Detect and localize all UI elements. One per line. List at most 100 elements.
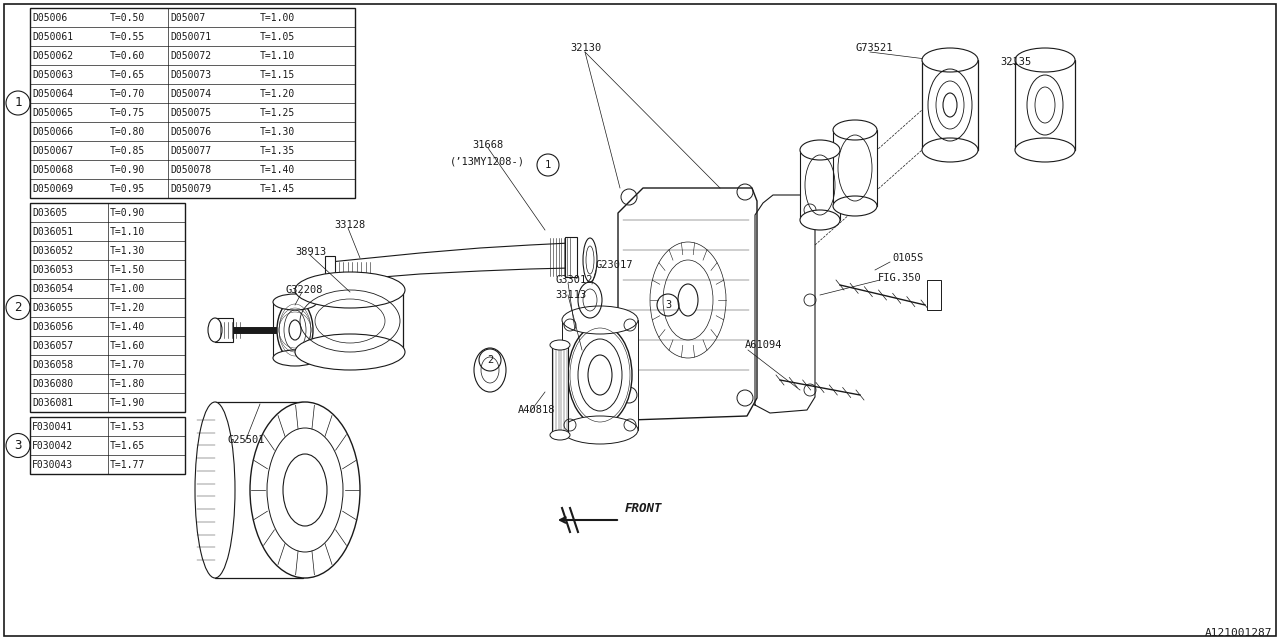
Text: T=1.10: T=1.10 [260, 51, 296, 61]
Text: 2: 2 [14, 301, 22, 314]
Text: T=1.53: T=1.53 [110, 422, 145, 433]
Text: D050066: D050066 [32, 127, 73, 138]
Text: A61094: A61094 [745, 340, 782, 350]
Ellipse shape [289, 320, 301, 340]
Text: 0105S: 0105S [892, 253, 923, 263]
Ellipse shape [562, 306, 637, 334]
Text: 32135: 32135 [1000, 57, 1032, 67]
Ellipse shape [800, 210, 840, 230]
Text: D036056: D036056 [32, 323, 73, 332]
Ellipse shape [568, 325, 632, 425]
Text: T=1.70: T=1.70 [110, 360, 145, 371]
Ellipse shape [284, 310, 306, 350]
Ellipse shape [833, 120, 877, 140]
Bar [927, 280, 941, 310]
Ellipse shape [588, 355, 612, 395]
Ellipse shape [922, 138, 978, 162]
Ellipse shape [276, 300, 314, 360]
Ellipse shape [294, 272, 404, 308]
Bar [800, 150, 840, 220]
Text: G33012: G33012 [556, 275, 593, 285]
Ellipse shape [582, 238, 596, 282]
Text: D050073: D050073 [170, 70, 211, 81]
Bar [273, 302, 317, 358]
Ellipse shape [678, 284, 698, 316]
Text: D050068: D050068 [32, 166, 73, 175]
Polygon shape [755, 195, 815, 413]
Text: D05006: D05006 [32, 13, 68, 24]
Text: T=1.25: T=1.25 [260, 108, 296, 118]
Text: A40818: A40818 [518, 405, 556, 415]
Text: D036080: D036080 [32, 380, 73, 390]
Text: T=0.65: T=0.65 [110, 70, 145, 81]
Bar [564, 237, 577, 277]
Text: FIG.350: FIG.350 [878, 273, 922, 283]
Text: T=0.50: T=0.50 [110, 13, 145, 24]
Text: D036052: D036052 [32, 246, 73, 257]
Bar [922, 60, 978, 150]
Text: T=1.20: T=1.20 [260, 90, 296, 99]
Text: T=1.00: T=1.00 [260, 13, 296, 24]
Text: 33113: 33113 [556, 290, 586, 300]
Ellipse shape [474, 348, 506, 392]
Text: D050069: D050069 [32, 184, 73, 195]
Text: T=1.00: T=1.00 [110, 284, 145, 294]
Text: 3: 3 [14, 439, 22, 452]
Ellipse shape [273, 350, 317, 366]
Bar [215, 402, 303, 578]
Bar [833, 130, 877, 206]
Bar [325, 256, 335, 288]
Text: T=1.50: T=1.50 [110, 266, 145, 275]
Ellipse shape [207, 318, 221, 342]
Text: T=1.30: T=1.30 [260, 127, 296, 138]
Text: D050061: D050061 [32, 33, 73, 42]
Text: D05007: D05007 [170, 13, 205, 24]
Bar [1015, 60, 1075, 150]
Text: T=0.80: T=0.80 [110, 127, 145, 138]
Ellipse shape [922, 48, 978, 72]
Text: T=1.45: T=1.45 [260, 184, 296, 195]
Text: D050063: D050063 [32, 70, 73, 81]
Text: D036058: D036058 [32, 360, 73, 371]
Text: D050065: D050065 [32, 108, 73, 118]
Text: F030042: F030042 [32, 442, 73, 451]
Text: T=1.60: T=1.60 [110, 342, 145, 351]
Text: T=0.70: T=0.70 [110, 90, 145, 99]
Ellipse shape [562, 416, 637, 444]
Text: D036055: D036055 [32, 303, 73, 314]
Bar [215, 318, 233, 342]
Text: T=1.77: T=1.77 [110, 460, 145, 470]
Ellipse shape [273, 294, 317, 310]
Text: G23017: G23017 [596, 260, 634, 270]
Text: 32130: 32130 [570, 43, 602, 53]
Text: T=1.05: T=1.05 [260, 33, 296, 42]
Text: D050071: D050071 [170, 33, 211, 42]
Text: D050077: D050077 [170, 147, 211, 156]
Ellipse shape [800, 140, 840, 160]
Text: T=1.40: T=1.40 [110, 323, 145, 332]
Text: T=1.35: T=1.35 [260, 147, 296, 156]
Text: F030041: F030041 [32, 422, 73, 433]
Text: D050074: D050074 [170, 90, 211, 99]
Text: 38913: 38913 [294, 247, 326, 257]
Bar [294, 290, 403, 352]
Text: T=0.75: T=0.75 [110, 108, 145, 118]
Ellipse shape [550, 340, 570, 350]
Text: G73521: G73521 [856, 43, 893, 53]
Text: 1: 1 [545, 160, 552, 170]
Text: 2: 2 [486, 355, 493, 365]
Text: G25501: G25501 [227, 435, 265, 445]
Ellipse shape [195, 402, 236, 578]
Bar [552, 345, 568, 435]
Text: (’13MY1208-): (’13MY1208-) [451, 157, 525, 167]
Ellipse shape [294, 334, 404, 370]
Ellipse shape [250, 402, 360, 578]
Ellipse shape [943, 93, 957, 117]
Text: D03605: D03605 [32, 209, 68, 218]
Ellipse shape [1015, 48, 1075, 72]
Text: FRONT: FRONT [625, 502, 663, 515]
Text: D050076: D050076 [170, 127, 211, 138]
Text: T=0.60: T=0.60 [110, 51, 145, 61]
Polygon shape [618, 188, 756, 420]
Ellipse shape [481, 357, 499, 383]
